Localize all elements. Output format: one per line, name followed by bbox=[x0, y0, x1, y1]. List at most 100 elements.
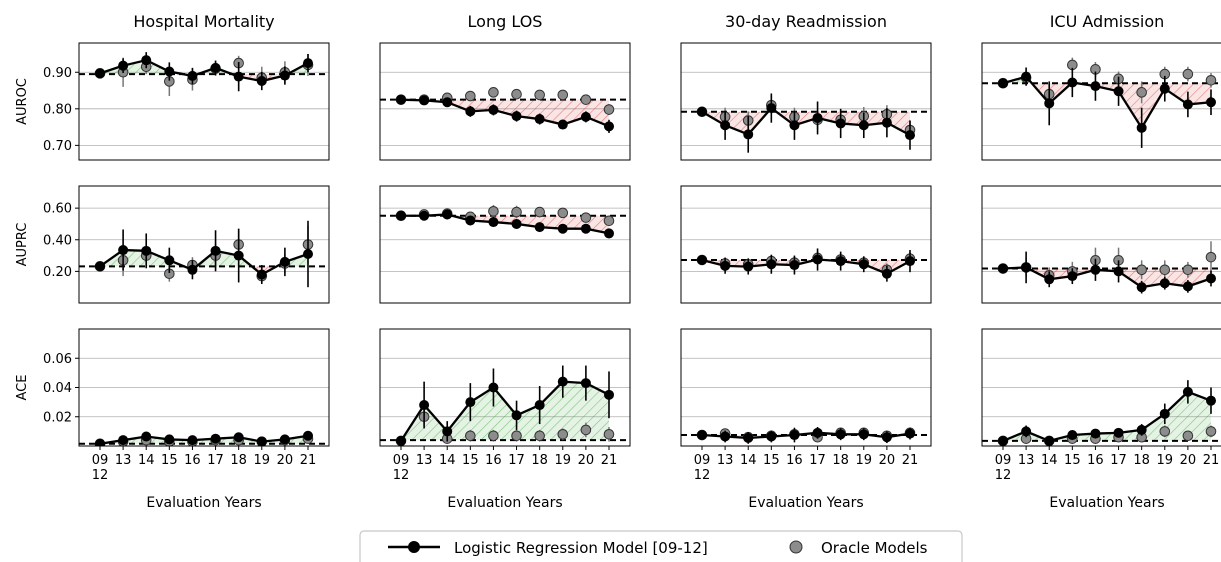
oracle-point bbox=[488, 87, 499, 98]
panel-ace-0 bbox=[78, 328, 330, 447]
performance-gap-area bbox=[1003, 391, 1211, 441]
lr-series-line bbox=[701, 431, 911, 440]
gap-segment bbox=[1187, 83, 1211, 105]
panel-auroc-3 bbox=[981, 42, 1221, 161]
lr-point bbox=[442, 209, 453, 220]
legend-box bbox=[359, 530, 963, 562]
gap-segment bbox=[424, 405, 448, 441]
lr-point bbox=[210, 245, 221, 256]
lr-point bbox=[118, 60, 129, 71]
x-tick-label: 16 bbox=[1087, 453, 1104, 468]
lr-point bbox=[210, 433, 221, 444]
performance-gap-area bbox=[401, 99, 609, 127]
lr-series-line bbox=[1002, 75, 1212, 131]
lr-point bbox=[511, 218, 522, 229]
panel-ace-3 bbox=[981, 328, 1221, 447]
oracle-point bbox=[534, 89, 545, 101]
x-tick-label: 20 bbox=[277, 453, 294, 468]
lr-point bbox=[1136, 424, 1147, 435]
gap-segment bbox=[863, 111, 887, 126]
panel-frame bbox=[379, 185, 631, 304]
lr-point bbox=[905, 130, 915, 141]
lr-series-line bbox=[99, 58, 309, 83]
oracle-point bbox=[511, 430, 522, 442]
y-tick-label: 0.06 bbox=[43, 352, 72, 367]
panel-auprc-2 bbox=[680, 185, 932, 304]
panel-frame bbox=[78, 185, 330, 304]
lr-point bbox=[557, 376, 568, 387]
lr-point bbox=[905, 428, 915, 439]
x-axis-label: Evaluation Years bbox=[447, 495, 562, 511]
lr-point bbox=[141, 431, 152, 442]
panel-frame bbox=[680, 42, 932, 161]
gap-segment bbox=[1187, 268, 1211, 287]
oracle-point bbox=[1182, 430, 1194, 442]
x-axis-label: Evaluation Years bbox=[1049, 495, 1164, 511]
lr-point bbox=[766, 431, 777, 442]
lr-point bbox=[1113, 266, 1124, 277]
y-axis-label: ACE bbox=[15, 375, 30, 401]
lr-point bbox=[557, 119, 568, 130]
gap-segment bbox=[146, 250, 170, 267]
oracle-point bbox=[557, 429, 569, 440]
lr-point bbox=[1182, 281, 1193, 292]
legend-oracle-label: Oracle Models bbox=[821, 539, 928, 557]
lr-point bbox=[210, 62, 221, 73]
lr-series-line bbox=[701, 258, 911, 276]
panel-auroc-1 bbox=[379, 42, 631, 161]
x-tick-label: 20 bbox=[1180, 453, 1197, 468]
gap-segment bbox=[886, 111, 910, 136]
panel-frame bbox=[680, 328, 932, 447]
lr-point bbox=[396, 94, 406, 105]
lr-point bbox=[1044, 274, 1055, 285]
x-tick-label: 15 bbox=[1064, 453, 1081, 468]
x-tick-label: 13 bbox=[717, 453, 734, 468]
lr-point bbox=[187, 435, 198, 446]
lr-point bbox=[604, 389, 614, 400]
lr-point bbox=[488, 217, 499, 228]
lr-point bbox=[766, 259, 777, 270]
lr-point bbox=[141, 55, 152, 66]
lr-point bbox=[1067, 77, 1078, 88]
oracle-point bbox=[580, 212, 592, 223]
x-tick-label: 19 bbox=[856, 453, 873, 468]
lr-point bbox=[534, 114, 545, 125]
legend-lr-marker bbox=[408, 541, 420, 553]
panel-frame bbox=[78, 42, 330, 161]
lr-point bbox=[419, 95, 430, 106]
lr-point bbox=[720, 120, 731, 131]
panel-frame bbox=[981, 328, 1221, 447]
lr-point bbox=[279, 434, 290, 445]
lr-point bbox=[511, 410, 522, 421]
oracle-point bbox=[1182, 68, 1194, 80]
x-tick-label: 17 bbox=[1110, 453, 1127, 468]
lr-point bbox=[1044, 98, 1055, 109]
lr-point bbox=[789, 260, 800, 271]
x-tick-label: 19 bbox=[555, 453, 572, 468]
lr-point bbox=[488, 382, 499, 393]
oracle-point bbox=[534, 430, 545, 442]
lr-point bbox=[442, 97, 453, 108]
lr-point bbox=[279, 256, 290, 267]
lr-point bbox=[881, 432, 892, 443]
y-tick-label: 0.40 bbox=[43, 233, 72, 248]
gap-segment bbox=[725, 111, 749, 135]
x-axis-label: Evaluation Years bbox=[146, 495, 261, 511]
gap-segment bbox=[539, 99, 563, 125]
lr-point bbox=[697, 254, 707, 265]
lr-point bbox=[1021, 71, 1032, 82]
lr-series-line bbox=[400, 98, 610, 128]
legend-lr-label: Logistic Regression Model [09-12] bbox=[454, 539, 708, 557]
oracle-point bbox=[603, 215, 615, 227]
y-tick-label: 0.20 bbox=[43, 265, 72, 280]
x-axis-label: Evaluation Years bbox=[748, 495, 863, 511]
x-tick-label: 17 bbox=[809, 453, 826, 468]
lr-point bbox=[164, 434, 175, 445]
x-tick-label: 21 bbox=[1203, 453, 1220, 468]
lr-point bbox=[1182, 99, 1193, 110]
lr-point bbox=[1090, 264, 1101, 275]
lr-point bbox=[1067, 271, 1078, 282]
lr-point bbox=[1136, 282, 1147, 293]
gap-segment bbox=[539, 215, 563, 229]
x-tick-label: 09 12 bbox=[92, 453, 109, 483]
